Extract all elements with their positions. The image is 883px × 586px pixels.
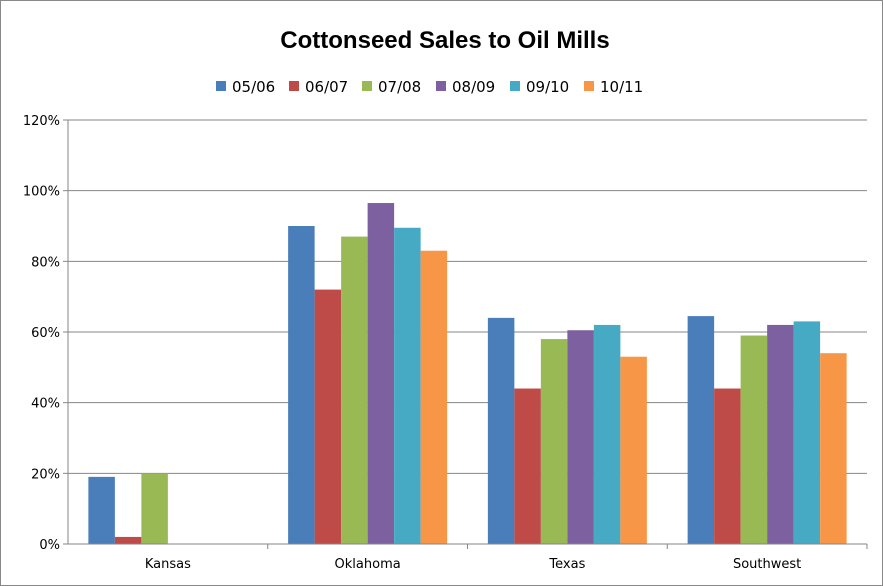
y-tick-label: 120% — [23, 114, 60, 129]
y-tick-label: 60% — [31, 326, 60, 341]
legend-label: 09/10 — [526, 78, 569, 96]
bar — [820, 353, 847, 544]
bar — [540, 339, 568, 544]
legend-swatch — [510, 81, 520, 91]
bars — [88, 203, 847, 545]
x-category-label: Kansas — [145, 557, 191, 572]
bar — [740, 335, 768, 544]
bar — [141, 473, 168, 544]
legend-label: 10/11 — [600, 78, 643, 96]
bar — [514, 388, 541, 544]
bar — [394, 227, 421, 544]
y-axis-ticks: 0% 20% 40% 60% 80% 100% 120% — [23, 114, 68, 553]
y-tick-label: 20% — [31, 467, 60, 482]
bar — [620, 356, 647, 544]
bar — [88, 476, 115, 544]
bar — [288, 226, 315, 544]
y-tick-label: 0% — [39, 538, 60, 553]
legend-label: 05/06 — [232, 78, 275, 96]
x-category-label: Oklahoma — [335, 557, 401, 572]
legend-label: 08/09 — [452, 78, 495, 96]
bar — [314, 289, 342, 544]
legend-swatch — [362, 81, 372, 91]
legend-swatch — [436, 81, 446, 91]
legend-swatch — [289, 81, 299, 91]
bar — [487, 317, 515, 544]
bar — [420, 250, 448, 544]
bar — [114, 536, 142, 544]
bar — [767, 324, 794, 544]
chart-title: Cottonseed Sales to Oil Mills — [280, 27, 609, 54]
bar — [687, 316, 715, 544]
bar — [714, 388, 741, 544]
y-tick-label: 40% — [31, 397, 60, 412]
bar — [367, 203, 395, 545]
legend-label: 07/08 — [378, 78, 421, 96]
legend: 05/06 06/07 07/08 08/09 09/10 10/11 — [216, 78, 643, 96]
bar — [593, 324, 621, 544]
x-category-label: Texas — [548, 557, 585, 572]
legend-swatch — [584, 81, 594, 91]
x-axis-categories: Kansas Oklahoma Texas Southwest — [145, 544, 868, 572]
y-tick-label: 80% — [31, 255, 60, 270]
legend-label: 06/07 — [305, 78, 348, 96]
bar — [567, 330, 594, 544]
bar — [793, 321, 821, 544]
bar — [341, 236, 368, 544]
x-category-label: Southwest — [733, 557, 801, 572]
legend-swatch — [216, 81, 226, 91]
y-tick-label: 100% — [23, 185, 60, 200]
